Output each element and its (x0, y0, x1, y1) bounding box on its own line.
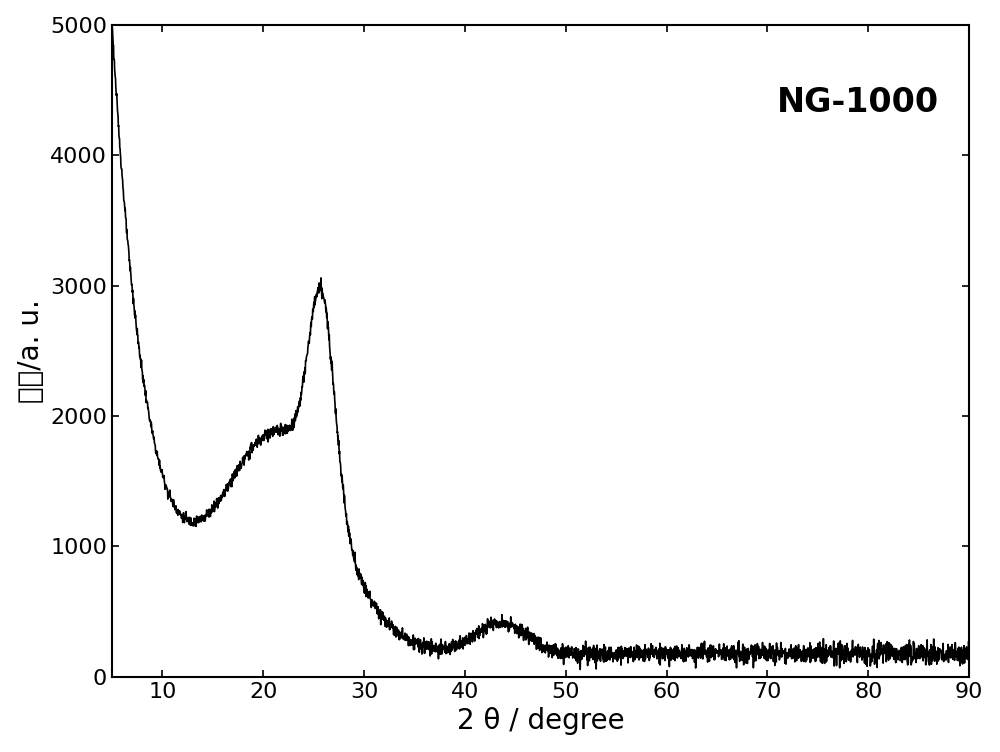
X-axis label: 2 θ / degree: 2 θ / degree (457, 708, 624, 735)
Y-axis label: 强度/a. u.: 强度/a. u. (17, 299, 45, 403)
Text: NG-1000: NG-1000 (777, 86, 939, 120)
